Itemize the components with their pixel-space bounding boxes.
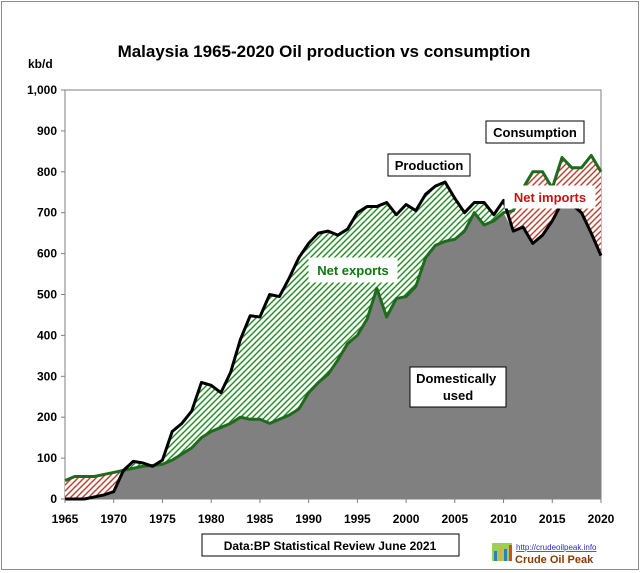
consumption-label: Consumption <box>485 120 585 144</box>
net-exports-label-text: Net exports <box>317 263 389 278</box>
x-tick-label: 1975 <box>149 512 176 526</box>
domestic-used-label-text: Domestically used <box>416 371 500 403</box>
y-axis-label: kb/d <box>28 57 53 71</box>
logo-name: Crude Oil Peak <box>515 554 594 566</box>
y-tick-label: 200 <box>37 410 57 424</box>
chart-title: Malaysia 1965-2020 Oil production vs con… <box>118 42 531 61</box>
production-label-text: Production <box>395 158 464 173</box>
x-tick-label: 2005 <box>441 512 468 526</box>
x-tick-label: 1990 <box>295 512 322 526</box>
y-tick-label: 400 <box>37 328 57 342</box>
net-exports-area <box>65 155 601 481</box>
consumption-label-text: Consumption <box>493 125 577 140</box>
crude-oil-peak-logo: http://crudeoilpeak.info Crude Oil Peak <box>492 543 597 566</box>
net-imports-label-text: Net imports <box>514 190 586 205</box>
y-tick-label: 300 <box>37 369 57 383</box>
x-tick-label: 2015 <box>539 512 566 526</box>
net-exports-fill <box>65 155 601 481</box>
y-tick-label: 0 <box>50 492 57 506</box>
x-tick-label: 2020 <box>588 512 615 526</box>
x-tick-label: 1980 <box>198 512 225 526</box>
x-tick-label: 2010 <box>490 512 517 526</box>
y-tick-label: 100 <box>37 451 57 465</box>
x-axis-ticks: 1965 1970 1975 1980 1985 1990 1995 2000 2005 2010… <box>52 499 615 526</box>
x-tick-label: 1995 <box>344 512 371 526</box>
y-axis-ticks: 0 100 200 300 400 500 600 700 800 900 1,000 <box>27 83 65 506</box>
net-imports-label: Net imports <box>504 185 596 209</box>
y-tick-label: 900 <box>37 124 57 138</box>
x-tick-label: 1965 <box>52 512 79 526</box>
x-tick-label: 1985 <box>247 512 274 526</box>
logo-url: http://crudeoilpeak.info <box>516 543 597 552</box>
domestic-used-area <box>65 202 601 500</box>
y-tick-label: 500 <box>37 288 57 302</box>
net-exports-label: Net exports <box>308 257 398 283</box>
y-tick-label: 700 <box>37 206 57 220</box>
domestic-used-label: Domestically used <box>409 366 507 408</box>
y-tick-label: 600 <box>37 247 57 261</box>
x-tick-label: 2000 <box>393 512 420 526</box>
source-note: Data:BP Statistical Review June 2021 <box>201 533 460 557</box>
x-tick-label: 1970 <box>100 512 127 526</box>
production-label: Production <box>387 153 471 177</box>
y-tick-label: 800 <box>37 165 57 179</box>
y-tick-label: 1,000 <box>27 83 57 97</box>
production-line <box>65 180 603 501</box>
source-note-text: Data:BP Statistical Review June 2021 <box>224 539 437 553</box>
